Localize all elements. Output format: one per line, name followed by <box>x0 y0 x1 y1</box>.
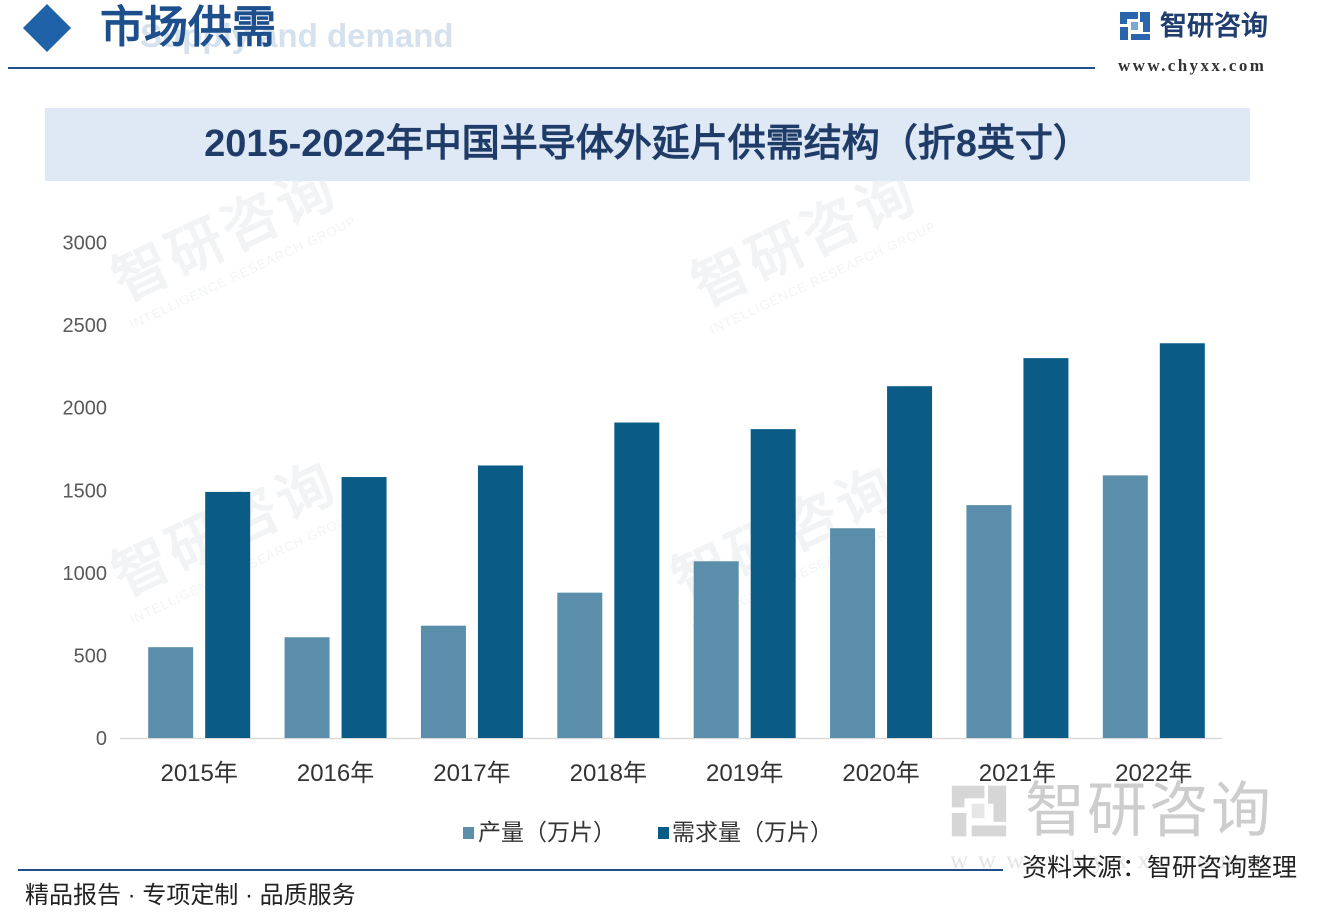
brand-name: 智研咨询 <box>1160 11 1268 41</box>
demand-bar <box>1159 343 1205 738</box>
watermark-logo-icon <box>951 785 1007 837</box>
y-tick-label: 2000 <box>63 398 108 420</box>
x-tick-label: 2017年 <box>433 760 510 787</box>
x-tick-label: 2016年 <box>297 760 374 787</box>
production-bar <box>830 528 876 738</box>
legend-label-demand: 需求量（万片） <box>672 819 833 845</box>
section-subtitle-en: Supply and demand <box>140 17 454 54</box>
demand-bar <box>614 422 660 738</box>
x-tick-label: 2021年 <box>979 760 1056 787</box>
x-tick-label: 2022年 <box>1115 760 1192 787</box>
y-tick-label: 500 <box>74 645 107 667</box>
demand-bar <box>477 465 523 738</box>
production-bar <box>693 561 739 738</box>
legend-swatch-demand <box>658 827 669 839</box>
demand-bar <box>887 386 933 738</box>
x-tick-label: 2015年 <box>160 760 237 787</box>
demand-bar <box>205 491 251 738</box>
production-bar <box>557 592 603 738</box>
y-tick-label: 3000 <box>63 233 108 255</box>
production-bar <box>420 625 466 738</box>
brand-url: www.chyxx.com <box>1118 56 1267 75</box>
production-bar <box>966 505 1012 738</box>
brand-logo-icon <box>1120 12 1150 40</box>
y-tick-label: 2500 <box>63 315 108 337</box>
y-tick-label: 1500 <box>63 480 108 502</box>
y-tick-label: 0 <box>96 728 107 750</box>
watermark-logo-url: www.chyxx.com <box>950 847 1250 874</box>
watermark-logo-name: 智研咨询 <box>1025 777 1273 844</box>
footer-tagline: 精品报告 · 专项定制 · 品质服务 <box>25 882 356 909</box>
legend-label-production: 产量（万片） <box>478 819 616 845</box>
section-title: 市场供需 <box>100 3 276 52</box>
source-note: 资料来源：智研咨询整理 <box>1022 854 1298 882</box>
x-tick-label: 2019年 <box>706 760 783 787</box>
demand-bar <box>750 429 796 738</box>
demand-bar <box>341 477 387 738</box>
legend-swatch-production <box>463 827 474 839</box>
y-tick-label: 1000 <box>63 563 108 585</box>
chart-title-banner: 2015-2022年中国半导体外延片供需结构（折8英寸） <box>45 108 1250 181</box>
footer-divider <box>18 869 1003 871</box>
x-tick-label: 2020年 <box>842 760 919 787</box>
chart-title: 2015-2022年中国半导体外延片供需结构（折8英寸） <box>204 123 1091 165</box>
production-bar <box>284 637 330 738</box>
demand-bar <box>1023 358 1069 738</box>
production-bar <box>1102 475 1148 738</box>
header-divider <box>8 67 1095 69</box>
x-tick-label: 2018年 <box>570 760 647 787</box>
production-bar <box>148 647 194 738</box>
